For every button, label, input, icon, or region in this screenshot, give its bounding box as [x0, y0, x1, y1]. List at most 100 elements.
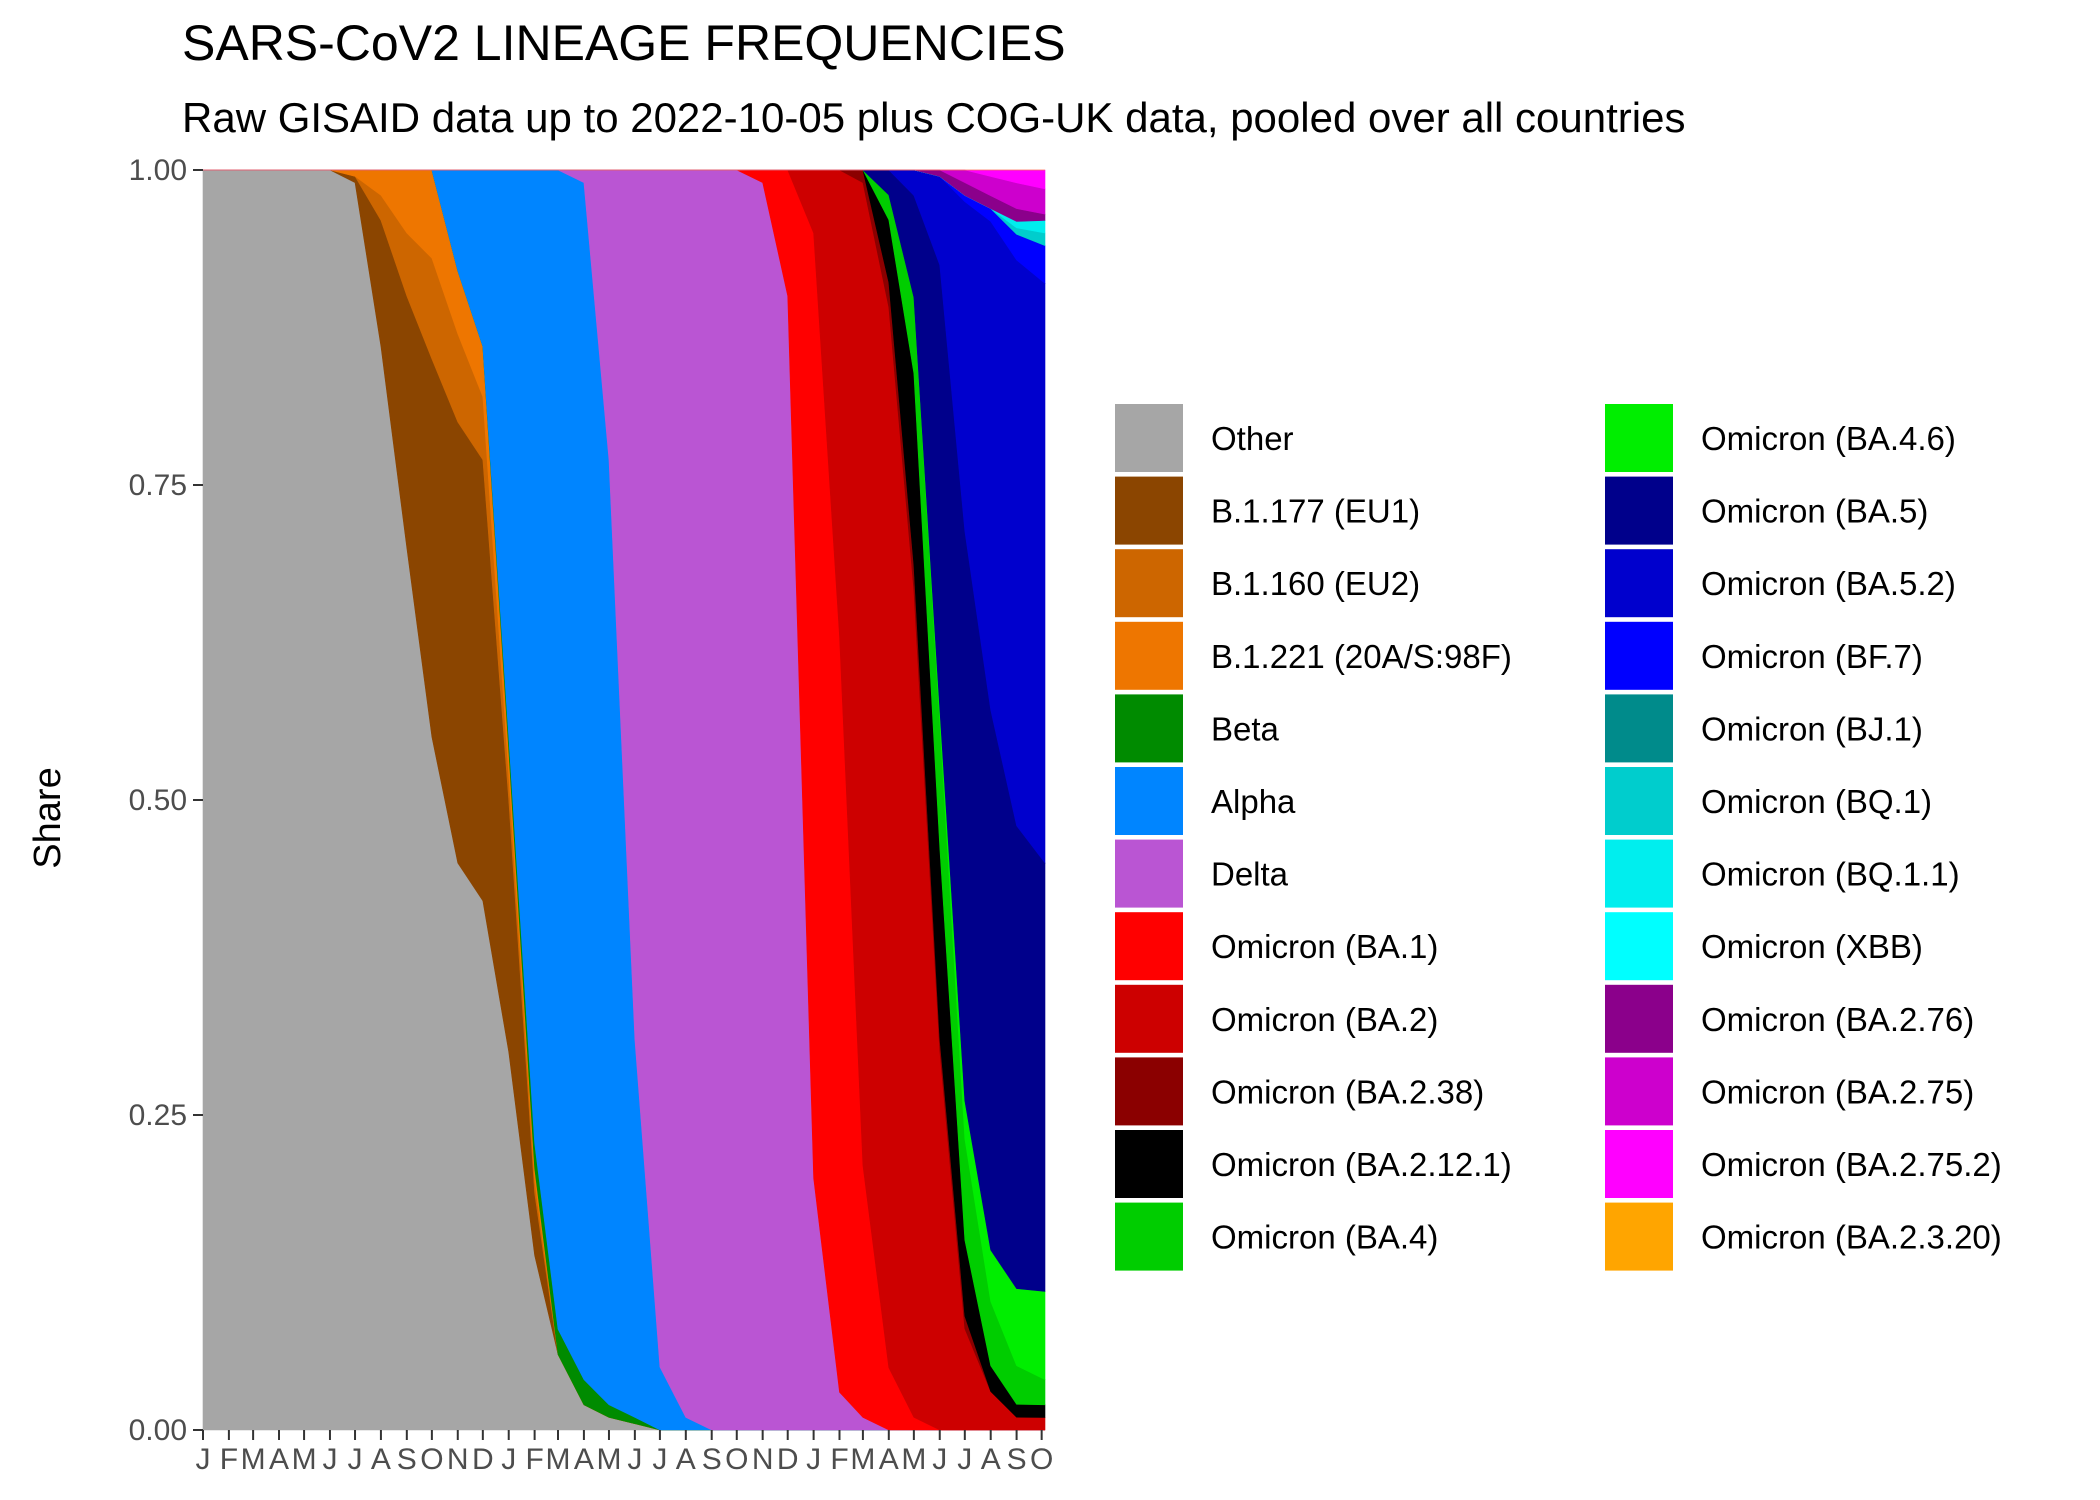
legend-swatch [1115, 549, 1183, 618]
legend-item-omicron-ba-2-75: Omicron (BA.2.75) [1605, 1057, 1974, 1126]
legend-item-b-1-160-eu2: B.1.160 (EU2) [1115, 549, 1420, 618]
x-tick-label: J [932, 1443, 947, 1476]
legend-item-omicron-ba-2: Omicron (BA.2) [1115, 984, 1438, 1053]
legend-label: Omicron (XBB) [1701, 928, 1923, 965]
legend-swatch [1605, 912, 1673, 981]
y-axis-title: Share [27, 767, 69, 868]
legend-item-omicron-ba-2-75-2: Omicron (BA.2.75.2) [1605, 1130, 2002, 1198]
legend-label: Omicron (BA.2) [1211, 1001, 1438, 1038]
x-tick-label: F [525, 1443, 543, 1476]
x-tick-label: J [196, 1443, 211, 1476]
legend-label: Omicron (BA.2.38) [1211, 1073, 1484, 1110]
legend-swatch [1605, 1130, 1673, 1198]
x-tick-label: S [397, 1443, 417, 1476]
legend-label: Delta [1211, 856, 1289, 893]
legend-label: Omicron (BA.2.75) [1701, 1073, 1974, 1110]
x-tick-label: J [348, 1443, 363, 1476]
chart-subtitle: Raw GISAID data up to 2022-10-05 plus CO… [182, 94, 1686, 141]
x-tick-label: A [879, 1443, 899, 1476]
legend-swatch [1605, 404, 1673, 472]
y-tick-label: 0.50 [129, 784, 187, 817]
x-tick-label: F [220, 1443, 238, 1476]
legend-item-omicron-ba-4-6: Omicron (BA.4.6) [1605, 404, 1956, 472]
x-tick-label: M [901, 1443, 926, 1476]
x-tick-label: D [777, 1443, 799, 1476]
legend-swatch [1605, 1057, 1673, 1126]
legend-label: Omicron (BA.2.12.1) [1211, 1146, 1512, 1183]
legend-swatch [1115, 694, 1183, 763]
legend-label: Omicron (BQ.1) [1701, 783, 1932, 820]
legend-swatch [1115, 1057, 1183, 1126]
legend-label: Omicron (BQ.1.1) [1701, 856, 1960, 893]
legend-swatch [1115, 839, 1183, 908]
legend-item-omicron-ba-2-12-1: Omicron (BA.2.12.1) [1115, 1130, 1512, 1198]
x-tick-label: J [652, 1443, 667, 1476]
legend-swatch [1115, 404, 1183, 472]
legend-item-omicron-ba-5: Omicron (BA.5) [1605, 476, 1928, 545]
legend-item-omicron-ba-2-3-20: Omicron (BA.2.3.20) [1605, 1202, 2002, 1271]
legend-item-alpha: Alpha [1115, 767, 1296, 835]
legend-label: Omicron (BA.5.2) [1701, 565, 1956, 602]
legend-label: Omicron (BJ.1) [1701, 710, 1923, 747]
legend-item-omicron-bj-1: Omicron (BJ.1) [1605, 694, 1923, 763]
x-tick-label: J [806, 1443, 821, 1476]
legend-label: Omicron (BA.2.75.2) [1701, 1146, 2002, 1183]
legend-swatch [1605, 694, 1673, 763]
y-tick-label: 0.25 [129, 1099, 187, 1132]
legend-label: Omicron (BA.2.3.20) [1701, 1219, 2002, 1256]
x-tick-label: N [447, 1443, 469, 1476]
legend-swatch [1115, 767, 1183, 835]
x-tick-label: J [957, 1443, 972, 1476]
x-tick-label: S [1007, 1443, 1027, 1476]
legend-swatch [1115, 476, 1183, 545]
legend-label: Alpha [1211, 783, 1296, 820]
legend-item-omicron-ba-4: Omicron (BA.4) [1115, 1202, 1438, 1271]
x-tick-label: D [472, 1443, 494, 1476]
x-tick-label: J [501, 1443, 516, 1476]
legend: Other B.1.177 (EU1) B.1.160 (EU2) B.1.221 (… [1115, 404, 2002, 1271]
x-tick-label: M [850, 1443, 875, 1476]
legend-item-beta: Beta [1115, 694, 1280, 763]
legend-label: B.1.177 (EU1) [1211, 493, 1420, 530]
legend-label: B.1.160 (EU2) [1211, 565, 1420, 602]
legend-item-other: Other [1115, 404, 1294, 472]
legend-swatch [1605, 476, 1673, 545]
x-tick-label: M [292, 1443, 317, 1476]
x-tick-label: N [752, 1443, 774, 1476]
legend-item-omicron-xbb: Omicron (XBB) [1605, 912, 1923, 981]
legend-label: Other [1211, 420, 1294, 457]
legend-swatch [1115, 912, 1183, 981]
legend-swatch [1605, 839, 1673, 908]
legend-swatch [1605, 767, 1673, 835]
x-tick-label: A [269, 1443, 289, 1476]
x-tick-label: M [596, 1443, 621, 1476]
chart-title: SARS-CoV2 LINEAGE FREQUENCIES [182, 15, 1066, 71]
plot-area [202, 169, 1046, 1431]
legend-swatch [1605, 1202, 1673, 1271]
x-tick-label: O [420, 1443, 443, 1476]
legend-swatch [1605, 984, 1673, 1053]
y-tick-label: 1.00 [129, 154, 187, 187]
legend-swatch [1115, 1130, 1183, 1198]
legend-label: Omicron (BA.2.76) [1701, 1001, 1974, 1038]
legend-item-b-1-177-eu1: B.1.177 (EU1) [1115, 476, 1420, 545]
x-tick-label: M [241, 1443, 266, 1476]
y-tick-label: 0.75 [129, 469, 187, 502]
x-tick-label: A [371, 1443, 391, 1476]
x-tick-label: A [981, 1443, 1001, 1476]
legend-item-omicron-bq-1: Omicron (BQ.1) [1605, 767, 1932, 835]
legend-label: Omicron (BA.4) [1211, 1219, 1438, 1256]
x-tick-label: J [322, 1443, 337, 1476]
legend-swatch [1115, 984, 1183, 1053]
legend-label: Beta [1211, 710, 1280, 747]
y-tick-label: 0.00 [129, 1414, 187, 1447]
x-tick-label: O [1030, 1443, 1053, 1476]
legend-label: Omicron (BA.4.6) [1701, 420, 1956, 457]
legend-item-delta: Delta [1115, 839, 1289, 908]
legend-item-b-1-221-20a-s-98f: B.1.221 (20A/S:98F) [1115, 621, 1512, 690]
legend-swatch [1605, 549, 1673, 618]
x-tick-label: S [702, 1443, 722, 1476]
legend-item-omicron-ba-2-38: Omicron (BA.2.38) [1115, 1057, 1484, 1126]
